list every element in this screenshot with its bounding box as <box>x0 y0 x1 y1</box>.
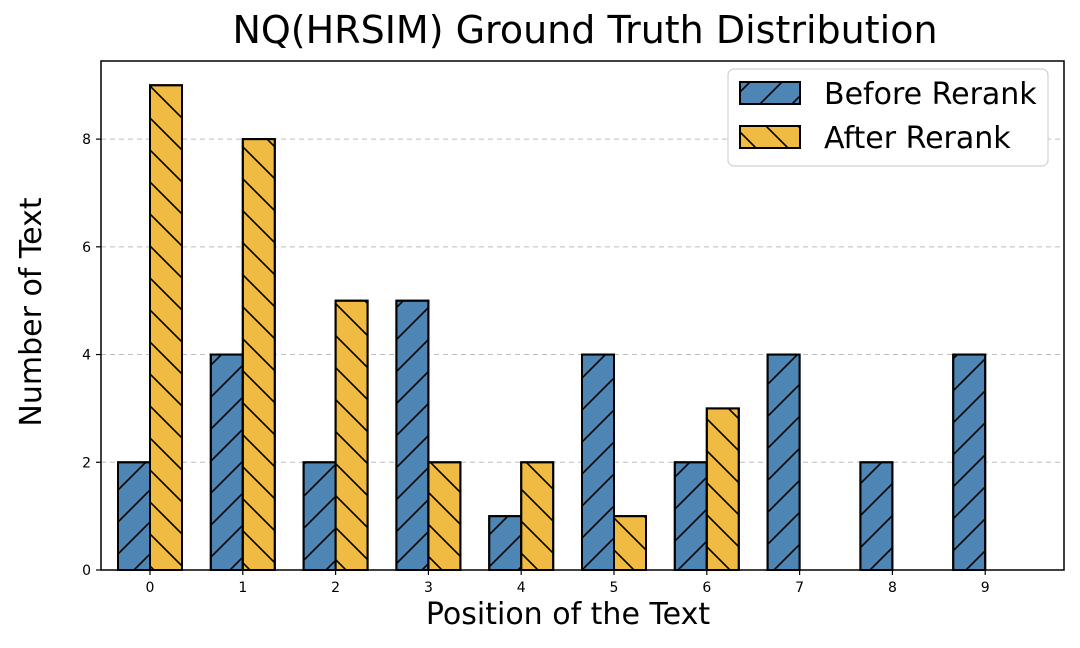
y-tick-label-8: 8 <box>82 132 91 148</box>
bars <box>117 84 987 572</box>
bar-hatch-before-rerank-9 <box>952 353 987 571</box>
x-tick-label-3: 3 <box>424 580 433 596</box>
chart-title: NQ(HRSIM) Ground Truth Distribution <box>232 8 937 52</box>
y-tick-label-4: 4 <box>82 348 91 364</box>
x-tick-label-6: 6 <box>702 580 711 596</box>
y-tick-label-0: 0 <box>82 563 91 579</box>
bar-hatch-after-rerank-1 <box>241 138 276 571</box>
bar-hatch-before-rerank-5 <box>581 353 615 571</box>
bar-hatch-after-rerank-5 <box>613 515 647 572</box>
x-axis-ticks: 0 1 2 3 4 5 6 7 8 9 <box>146 570 990 596</box>
legend-label-before-rerank: Before Rerank <box>824 77 1037 112</box>
legend: Before Rerank After Rerank <box>727 68 1049 167</box>
bar-hatch-before-rerank-3 <box>395 299 430 571</box>
bar-hatch-after-rerank-6 <box>705 407 740 571</box>
x-tick-label-8: 8 <box>888 580 897 596</box>
plot-frame <box>100 60 1065 571</box>
legend-label-after-rerank: After Rerank <box>824 121 1011 156</box>
y-axis-ticks: 0 2 4 6 8 <box>82 132 101 579</box>
x-tick-label-0: 0 <box>146 580 155 596</box>
x-tick-label-9: 9 <box>981 580 990 596</box>
y-axis-label: Number of Text <box>14 197 49 426</box>
bar-hatch-before-rerank-1 <box>209 353 244 571</box>
bar-hatch-after-rerank-2 <box>334 299 369 571</box>
bar-hatch-after-rerank-0 <box>149 84 183 571</box>
bar-hatch-after-rerank-3 <box>427 461 462 572</box>
x-tick-label-7: 7 <box>795 580 804 596</box>
x-axis-label: Position of the Text <box>426 597 710 632</box>
bar-hatch-before-rerank-4 <box>488 515 523 572</box>
y-tick-label-2: 2 <box>82 455 91 471</box>
legend-swatch-after-rerank-hatch <box>739 125 801 149</box>
x-tick-label-1: 1 <box>238 580 247 596</box>
bar-hatch-before-rerank-7 <box>766 353 801 571</box>
bar-hatch-before-rerank-6 <box>673 461 708 572</box>
legend-box <box>727 68 1049 167</box>
bar-hatch-after-rerank-4 <box>520 461 555 572</box>
bar-hatch-before-rerank-2 <box>302 461 337 572</box>
y-tick-label-6: 6 <box>82 240 91 256</box>
legend-swatch-before-rerank-hatch <box>739 81 801 105</box>
x-tick-label-4: 4 <box>517 580 526 596</box>
x-tick-label-2: 2 <box>331 580 340 596</box>
bar-hatch-before-rerank-8 <box>859 461 894 572</box>
x-tick-label-5: 5 <box>610 580 619 596</box>
bar-hatch-before-rerank-0 <box>117 461 151 572</box>
